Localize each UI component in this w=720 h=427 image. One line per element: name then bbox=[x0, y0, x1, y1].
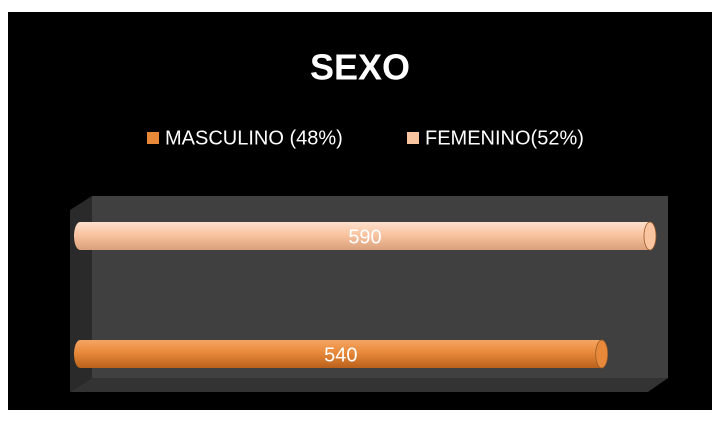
legend-marker bbox=[407, 132, 419, 144]
floor bbox=[70, 378, 668, 392]
bar bbox=[74, 340, 608, 368]
legend-label: FEMENINO(52%) bbox=[425, 127, 584, 149]
legend-marker bbox=[147, 132, 159, 144]
legend-label: MASCULINO (48%) bbox=[165, 127, 343, 149]
chart-title: SEXO bbox=[310, 47, 410, 88]
data-label: 590 bbox=[348, 226, 381, 248]
bar bbox=[74, 222, 656, 250]
data-label: 540 bbox=[324, 344, 357, 366]
bar-cap bbox=[595, 339, 609, 369]
bar-cap bbox=[643, 221, 657, 251]
